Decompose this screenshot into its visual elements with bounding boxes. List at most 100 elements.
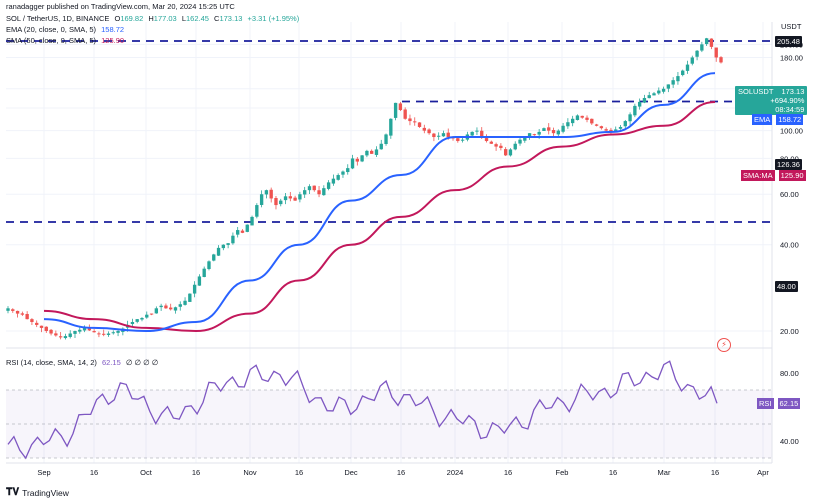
candle-body [35,322,39,325]
candle-body [149,313,154,315]
candle-body [44,326,48,331]
candle-body [312,185,316,191]
candle-body [413,121,417,123]
price-tick-label: 180.00 [780,53,803,62]
candle-body [489,141,493,144]
candle-body [523,137,527,141]
sma-legend[interactable]: SMA (50, close, 0, SMA, 5) 125.90 [6,36,127,45]
candle-body [599,126,604,129]
footer-brand-text: TradingView [22,487,69,498]
candle-body [231,235,235,244]
candle-body [661,88,666,92]
candle-body [15,310,20,314]
candle-body [427,129,431,134]
price-tick-label: 40.00 [780,241,799,250]
candle-body [436,135,441,137]
rsi-line [7,360,718,460]
candle-body [216,247,221,256]
candle-body [570,118,575,124]
symbol-title: SOL / TetherUS, 1D, BINANCE [6,14,110,23]
candle-body [331,178,336,184]
candle-body [671,80,675,85]
currency-label: USDT [781,22,802,31]
candle-body [236,230,240,235]
candle-body [580,115,584,118]
ohlc-h-label: H [148,14,154,23]
x-tick-label: 16 [192,468,200,477]
ema-legend[interactable]: EMA (20, close, 0, SMA, 5) 158.72 [6,25,127,34]
candle-body [274,198,278,206]
candle-body [49,329,53,334]
candle-body [441,133,446,137]
candle-body [58,336,63,338]
candle-body [690,57,694,64]
candle-body [30,319,34,322]
candle-body [140,318,144,320]
candle-body [475,130,479,132]
candle-body [542,128,546,131]
rsi-legend[interactable]: RSI (14, close, SMA, 14, 2) 62.15 ∅ ∅ ∅ … [6,358,161,367]
rsi-tick-label: 40.00 [780,437,799,446]
candle-body [202,268,206,277]
candle-body [336,175,340,180]
candle-body [145,314,149,318]
grid [6,22,772,463]
ohlc-low: 162.45 [186,14,209,23]
candle-body [422,127,426,131]
candle-body [164,305,168,309]
footer-brand[interactable]: 𝐓𝐕 TradingView [6,487,69,498]
price-tick-label: 100.00 [780,127,803,136]
candle-body [403,109,407,119]
x-tick-label: 16 [609,468,617,477]
x-tick-label: Oct [140,468,153,477]
candle-body [508,149,513,156]
ema-legend-value: 158.72 [101,25,125,34]
candle-body [470,131,474,136]
rsi-tick-label: 80.00 [780,369,799,378]
candle-body [585,117,589,120]
candle-body [503,149,508,156]
x-tick-label: 16 [90,468,98,477]
rsi-legend-dots: ∅ ∅ ∅ ∅ [125,358,159,367]
candle-body [346,168,350,173]
candle-body [389,118,393,136]
candle-body [350,158,355,169]
candle-body [704,38,709,45]
price-tag-countdown: 08:34:59 [775,105,805,114]
candle-body [212,254,216,261]
rsi-legend-label: RSI (14, close, SMA, 14, 2) [6,358,97,367]
candle-body [614,129,618,131]
ohlc-high: 177.03 [153,14,177,23]
candle-body [657,90,661,94]
candle-body [360,155,364,162]
published-line: ranadagger published on TradingView.com,… [6,2,238,11]
candle-body [480,130,484,138]
candle-body [685,64,690,71]
rsi-tag: RSI [757,398,774,409]
candle-body [169,307,173,310]
candle-body [288,196,293,199]
candle-body [695,50,699,57]
candle-body [25,313,29,320]
candle-body [197,276,202,286]
level-126-label: 126.36 [775,159,802,170]
price-tag-price: 173.13 [781,87,805,96]
candle-body [192,284,197,294]
candle-body [92,331,96,333]
candle-body [264,190,269,195]
candle-body [537,131,541,135]
candle-body [408,118,412,122]
candle-body [322,188,326,196]
candle-body [188,293,192,302]
candle-body [384,134,388,145]
candle-body [432,133,436,138]
sma-tag-value: 125.90 [778,170,806,181]
ema-tag-value: 158.72 [776,114,804,125]
candle-body [54,333,58,336]
candle-body [221,244,226,249]
candle-body [637,101,642,107]
candle-body [183,300,187,305]
candle-body [604,129,608,131]
lightning-icon[interactable]: ⚡ [717,338,731,352]
candle-body [618,126,623,129]
